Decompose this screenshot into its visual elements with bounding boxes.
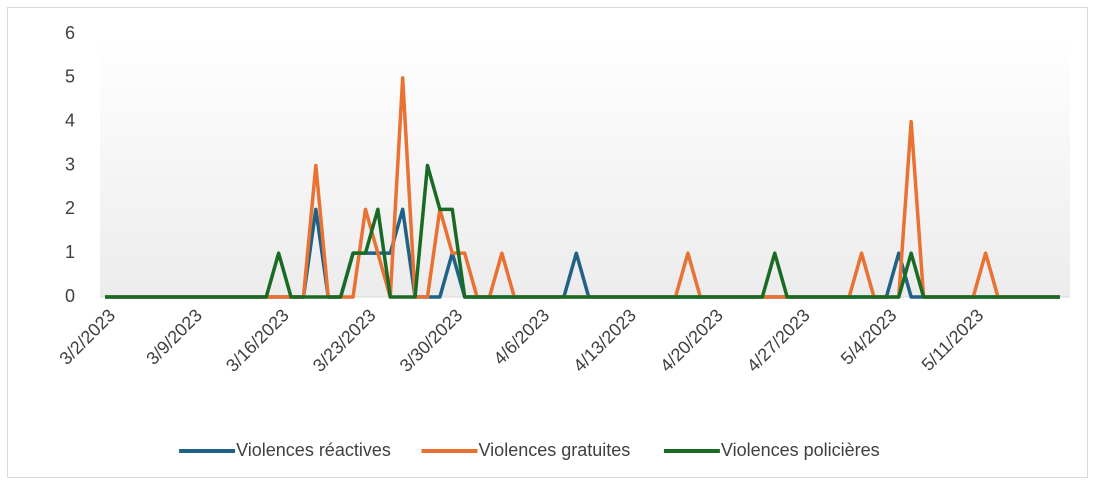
- plot-area: [100, 34, 1070, 297]
- legend-label: Violences policières: [721, 440, 880, 460]
- y-tick-label: 1: [65, 242, 75, 262]
- legend-label: Violences gratuites: [479, 440, 631, 460]
- y-tick-label: 2: [65, 198, 75, 218]
- series-line: [105, 163, 1060, 299]
- y-tick-label: 0: [65, 286, 75, 306]
- legend-label: Violences réactives: [236, 440, 391, 460]
- y-tick-label: 3: [65, 154, 75, 174]
- y-tick-label: 5: [65, 67, 75, 87]
- y-tick-label: 4: [65, 110, 75, 130]
- y-tick-label: 6: [65, 23, 75, 43]
